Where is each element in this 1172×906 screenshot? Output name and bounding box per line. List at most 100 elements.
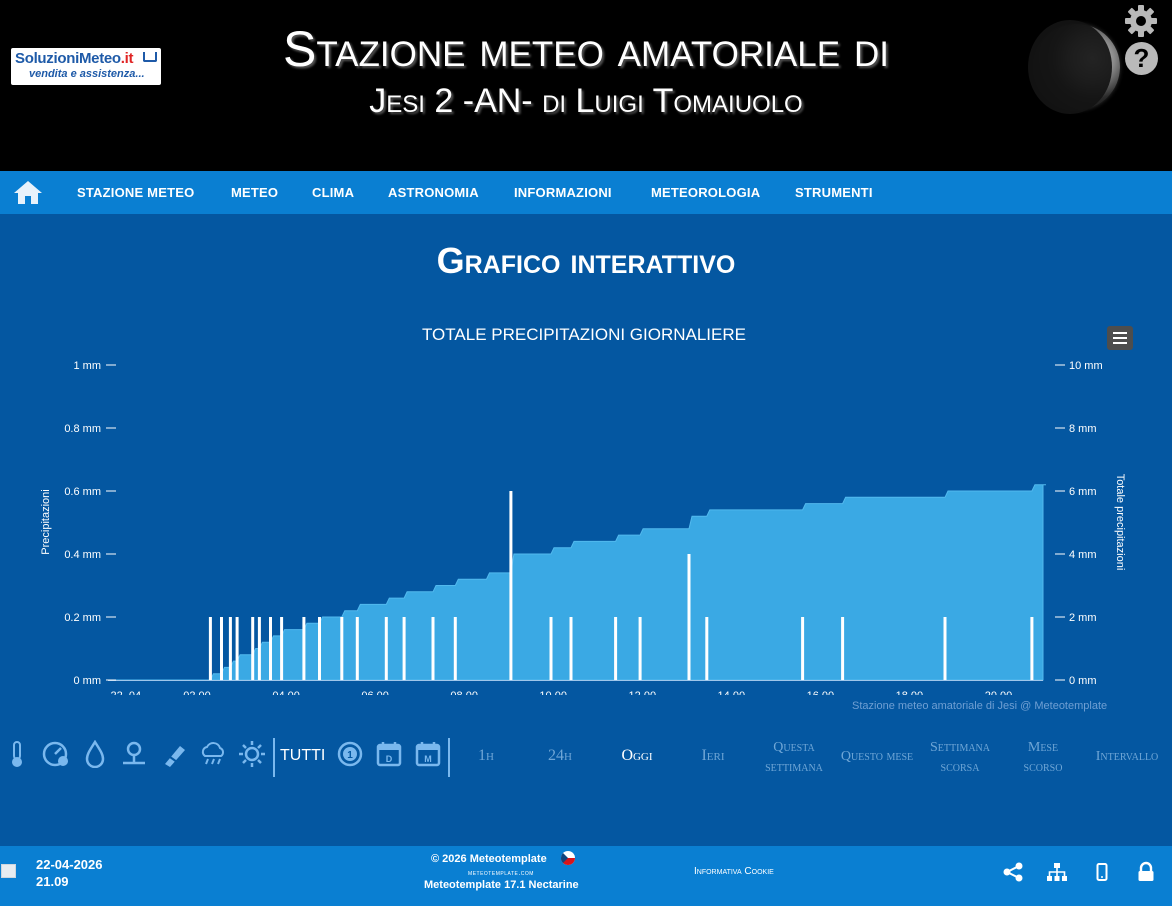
y-left-tick-label: 0.8 mm bbox=[64, 423, 101, 435]
page-title: Grafico interattivo bbox=[436, 240, 736, 281]
station-subtitle: Jesi 2 -AN- di Luigi Tomaiuolo bbox=[369, 82, 803, 120]
nav-item-clima[interactable]: CLIMA bbox=[312, 185, 355, 200]
sun-icon[interactable] bbox=[238, 740, 266, 768]
divider bbox=[448, 738, 450, 777]
precip-bar bbox=[280, 617, 284, 680]
precip-bar bbox=[801, 617, 805, 680]
svg-text:M: M bbox=[424, 754, 432, 764]
x-tick-label: 04.00 bbox=[272, 690, 300, 695]
precip-bar bbox=[453, 617, 457, 680]
y-left-axis-title: Precipitazioni bbox=[40, 489, 52, 554]
soluzionimeteo-logo[interactable]: SoluzioniMeteo.it vendita e assistenza..… bbox=[11, 48, 161, 85]
range-questo-mese[interactable]: Questo mese bbox=[840, 749, 914, 764]
precip-bar bbox=[569, 617, 573, 680]
all-button[interactable]: TUTTI bbox=[280, 747, 326, 764]
range-intervallo[interactable]: Intervallo bbox=[1095, 749, 1159, 764]
y-left-tick-label: 0 mm bbox=[74, 675, 102, 687]
x-tick-label: 12.00 bbox=[629, 690, 657, 695]
y-right-tick-label: 0 mm bbox=[1069, 675, 1097, 687]
precip-bar bbox=[228, 617, 232, 680]
logo-main: SoluzioniMeteo bbox=[15, 50, 121, 67]
precip-bar bbox=[269, 617, 272, 680]
thermometer-icon[interactable] bbox=[4, 740, 30, 768]
y-left-tick-label: 0.4 mm bbox=[64, 549, 101, 561]
range-mese-line2: scorso bbox=[1023, 760, 1063, 775]
cookie-info-link[interactable]: Informativa Cookie bbox=[694, 866, 774, 877]
range-oggi[interactable]: Oggi bbox=[621, 747, 653, 764]
chart-controls: TUTTI 1 D M 1h 24h Oggi Ieri Questa sett… bbox=[0, 735, 1172, 785]
precip-bar bbox=[638, 617, 642, 680]
share-icon[interactable] bbox=[1002, 861, 1024, 883]
nav-item-meteorologia[interactable]: METEOROLOGIA bbox=[651, 185, 761, 200]
calendar-day-icon[interactable]: D bbox=[375, 740, 403, 768]
nav-item-stazione-meteo[interactable]: STAZIONE METEO bbox=[77, 185, 195, 200]
site-footer: 22-04-2026 21.09 © 2026 Meteotemplate me… bbox=[0, 846, 1172, 906]
precip-bar bbox=[943, 617, 947, 680]
precip-bar bbox=[687, 554, 691, 680]
footer-time: 21.09 bbox=[36, 874, 69, 889]
range-settimana-line2: scorsa bbox=[940, 760, 980, 775]
precip-bar bbox=[402, 617, 406, 680]
range-24h[interactable]: 24h bbox=[548, 747, 572, 764]
precip-bar bbox=[614, 617, 618, 680]
precip-bar bbox=[1030, 617, 1034, 680]
logo-ext: .it bbox=[120, 50, 134, 67]
precip-bar bbox=[355, 617, 359, 680]
precip-bar bbox=[705, 617, 709, 680]
x-tick-label: 02.00 bbox=[183, 690, 211, 695]
total-precip-area bbox=[108, 484, 1046, 681]
moon-phase bbox=[1028, 20, 1120, 114]
precip-bar bbox=[384, 617, 388, 680]
y-left-tick-label: 1 mm bbox=[74, 360, 102, 372]
chart-menu-button[interactable] bbox=[1107, 326, 1133, 350]
y-right-tick-label: 4 mm bbox=[1069, 549, 1097, 561]
lock-icon[interactable] bbox=[1135, 861, 1157, 883]
clock-1-icon[interactable]: 1 bbox=[336, 740, 364, 768]
x-tick-label: 20.00 bbox=[985, 690, 1013, 695]
nav-item-informazioni[interactable]: INFORMAZIONI bbox=[514, 185, 612, 200]
rain-cloud-icon[interactable] bbox=[199, 740, 227, 768]
y-left-tick-label: 0.6 mm bbox=[64, 486, 101, 498]
gear-icon[interactable] bbox=[1124, 4, 1158, 38]
range-settimana-line1: Settimana bbox=[930, 740, 990, 755]
nav-item-meteo[interactable]: METEO bbox=[231, 185, 279, 200]
footer-site[interactable]: meteotemplate.com bbox=[468, 870, 534, 877]
svg-text:D: D bbox=[386, 754, 393, 764]
pressure-gauge-icon[interactable] bbox=[42, 740, 70, 768]
chart-credits[interactable]: Stazione meteo amatoriale di Jesi @ Mete… bbox=[852, 700, 1108, 712]
logo-main-text: SoluzioniMeteo.it bbox=[15, 50, 134, 67]
svg-text:1: 1 bbox=[347, 750, 353, 761]
chart-title: TOTALE PRECIPITAZIONI GIORNALIERE bbox=[421, 325, 746, 344]
x-tick-label: 18.00 bbox=[896, 690, 924, 695]
nav-item-astronomia[interactable]: ASTRONOMIA bbox=[388, 185, 479, 200]
home-icon[interactable] bbox=[13, 180, 43, 205]
y-left-tick-label: 0.2 mm bbox=[64, 612, 101, 624]
site-header: SoluzioniMeteo.it vendita e assistenza..… bbox=[0, 0, 1172, 171]
cart-icon bbox=[143, 52, 157, 62]
y-right-axis-title: Totale precipitazioni bbox=[1114, 474, 1126, 571]
precip-bar bbox=[257, 617, 261, 680]
range-questa-line1: Questa bbox=[773, 740, 815, 755]
precip-bar bbox=[220, 617, 223, 680]
station-title: Stazione meteo amatoriale di bbox=[283, 21, 889, 77]
footer-copyright[interactable]: © 2026 Meteotemplate bbox=[431, 853, 547, 865]
x-tick-label: 10.00 bbox=[539, 690, 567, 695]
calendar-month-icon[interactable]: M bbox=[414, 740, 442, 768]
precipitation-chart[interactable]: 22. 04 02.00 04.00 06.00 08.00 10.00 12.00 14.0… bbox=[0, 350, 1172, 695]
precip-bar bbox=[509, 491, 513, 680]
y-right-tick-label: 10 mm bbox=[1069, 360, 1103, 372]
precip-bar bbox=[841, 617, 845, 680]
help-icon[interactable]: ? bbox=[1125, 42, 1158, 75]
mobile-icon[interactable] bbox=[1091, 861, 1113, 883]
divider bbox=[273, 738, 275, 777]
main-nav: STAZIONE METEO METEO CLIMA ASTRONOMIA IN… bbox=[0, 171, 1172, 214]
range-1h[interactable]: 1h bbox=[478, 747, 494, 764]
footer-version: Meteotemplate 17.1 Nectarine bbox=[424, 879, 579, 891]
wind-icon[interactable] bbox=[120, 740, 148, 768]
precip-bar bbox=[251, 617, 255, 680]
wind-sock-icon[interactable] bbox=[160, 740, 188, 768]
range-ieri[interactable]: Ieri bbox=[701, 747, 725, 764]
humidity-drop-icon[interactable] bbox=[82, 740, 108, 768]
nav-item-strumenti[interactable]: STRUMENTI bbox=[795, 185, 873, 200]
sitemap-icon[interactable] bbox=[1046, 861, 1068, 883]
